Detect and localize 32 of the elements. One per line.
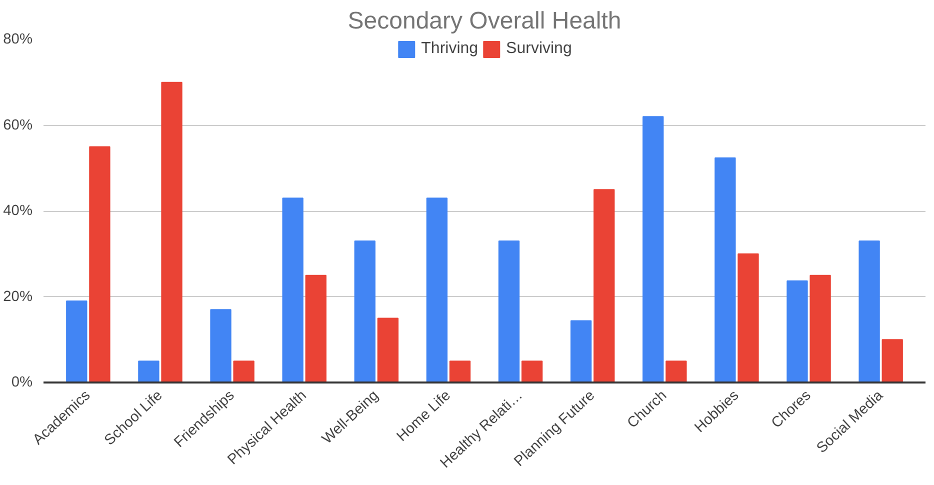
legend-label: Surviving xyxy=(506,40,572,58)
chart-title: Secondary Overall Health xyxy=(348,8,622,34)
bar xyxy=(858,240,880,382)
y-tick-label: 0% xyxy=(11,374,33,390)
bar xyxy=(426,198,448,382)
bar xyxy=(161,82,182,382)
bar xyxy=(642,116,664,382)
bar xyxy=(882,339,903,382)
y-tick-label: 40% xyxy=(3,203,33,219)
bar xyxy=(377,318,399,382)
bar xyxy=(570,320,592,382)
bar xyxy=(354,240,376,382)
bar xyxy=(521,360,543,382)
y-tick-label: 20% xyxy=(3,288,33,305)
bar xyxy=(594,189,615,382)
bar xyxy=(305,274,326,382)
bar xyxy=(210,309,232,382)
y-tick-label: 60% xyxy=(3,117,33,134)
bar xyxy=(282,198,304,382)
bar xyxy=(66,300,88,382)
bar xyxy=(714,157,736,382)
bar xyxy=(810,274,831,382)
bar xyxy=(498,240,520,382)
bar xyxy=(738,253,759,382)
bar xyxy=(138,360,160,382)
bar xyxy=(666,360,687,382)
bar xyxy=(786,280,808,382)
y-tick-label: 80% xyxy=(3,32,33,48)
legend-label: Thriving xyxy=(421,40,478,58)
bar xyxy=(89,146,110,382)
bar xyxy=(233,360,254,382)
bar xyxy=(449,360,471,382)
